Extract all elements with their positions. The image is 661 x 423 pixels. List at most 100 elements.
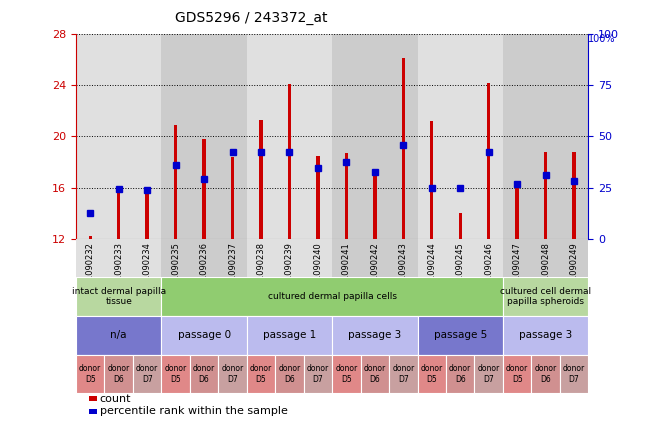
Text: donor
D6: donor D6 xyxy=(108,364,130,384)
Text: GSM1090246: GSM1090246 xyxy=(484,242,493,298)
Text: donor
D6: donor D6 xyxy=(193,364,215,384)
Text: count: count xyxy=(100,394,132,404)
Text: donor
D7: donor D7 xyxy=(477,364,500,384)
Bar xyxy=(332,34,418,239)
Text: GSM1090238: GSM1090238 xyxy=(256,242,266,298)
Text: donor
D5: donor D5 xyxy=(420,364,443,384)
Text: individual: individual xyxy=(0,422,1,423)
Text: donor
D6: donor D6 xyxy=(278,364,301,384)
Text: donor
D6: donor D6 xyxy=(364,364,386,384)
Text: donor
D7: donor D7 xyxy=(563,364,585,384)
Text: donor
D6: donor D6 xyxy=(535,364,557,384)
Bar xyxy=(247,34,332,239)
Bar xyxy=(133,354,161,393)
Bar xyxy=(161,239,247,277)
Text: GSM1090245: GSM1090245 xyxy=(455,242,465,298)
Text: passage 1: passage 1 xyxy=(263,330,316,340)
Text: other: other xyxy=(0,422,1,423)
Bar xyxy=(503,354,531,393)
Bar xyxy=(418,34,503,239)
Text: GSM1090242: GSM1090242 xyxy=(370,242,379,298)
Text: donor
D5: donor D5 xyxy=(250,364,272,384)
Text: GSM1090235: GSM1090235 xyxy=(171,242,180,298)
Text: GSM1090232: GSM1090232 xyxy=(86,242,95,298)
Text: cultured dermal papilla cells: cultured dermal papilla cells xyxy=(268,292,397,301)
Text: donor
D7: donor D7 xyxy=(392,364,414,384)
Bar xyxy=(332,316,418,354)
Bar xyxy=(418,316,503,354)
Text: 100%: 100% xyxy=(588,34,616,44)
Bar xyxy=(446,354,475,393)
Bar xyxy=(344,153,348,239)
Text: donor
D7: donor D7 xyxy=(307,364,329,384)
Bar xyxy=(288,84,291,239)
Text: GSM1090239: GSM1090239 xyxy=(285,242,294,298)
Bar xyxy=(161,316,247,354)
Text: GSM1090236: GSM1090236 xyxy=(200,242,209,298)
Text: donor
D5: donor D5 xyxy=(79,364,101,384)
Text: cell type: cell type xyxy=(0,422,1,423)
Bar xyxy=(430,121,434,239)
Bar xyxy=(218,354,247,393)
Bar xyxy=(503,239,588,277)
Bar xyxy=(503,316,588,354)
Bar xyxy=(516,184,519,239)
Bar xyxy=(275,354,303,393)
Bar xyxy=(389,354,418,393)
Bar xyxy=(332,239,418,277)
Text: GSM1090233: GSM1090233 xyxy=(114,242,123,298)
Bar xyxy=(174,125,177,239)
Text: GDS5296 / 243372_at: GDS5296 / 243372_at xyxy=(175,11,327,25)
Bar xyxy=(503,277,588,316)
Bar xyxy=(373,175,377,239)
Text: GSM1090241: GSM1090241 xyxy=(342,242,351,298)
Bar xyxy=(145,189,149,239)
Bar xyxy=(76,34,161,239)
Bar xyxy=(418,354,446,393)
Bar xyxy=(76,277,161,316)
Bar xyxy=(161,354,190,393)
Text: donor
D5: donor D5 xyxy=(335,364,358,384)
Text: cultured cell dermal
papilla spheroids: cultured cell dermal papilla spheroids xyxy=(500,287,591,306)
Bar xyxy=(475,354,503,393)
Bar xyxy=(259,120,262,239)
Text: donor
D7: donor D7 xyxy=(136,364,158,384)
Text: passage 3: passage 3 xyxy=(519,330,572,340)
Bar xyxy=(316,156,320,239)
Bar xyxy=(544,152,547,239)
Text: GSM1090248: GSM1090248 xyxy=(541,242,550,298)
Text: GSM1090249: GSM1090249 xyxy=(570,242,578,298)
Text: passage 0: passage 0 xyxy=(178,330,231,340)
Text: percentile rank within the sample: percentile rank within the sample xyxy=(100,406,288,416)
Bar xyxy=(76,239,161,277)
Text: GSM1090243: GSM1090243 xyxy=(399,242,408,298)
Text: passage 3: passage 3 xyxy=(348,330,401,340)
Text: donor
D7: donor D7 xyxy=(221,364,244,384)
Bar xyxy=(247,354,275,393)
Bar xyxy=(76,354,104,393)
Bar xyxy=(202,139,206,239)
Bar xyxy=(361,354,389,393)
Text: n/a: n/a xyxy=(110,330,127,340)
Text: donor
D5: donor D5 xyxy=(165,364,187,384)
Bar xyxy=(89,236,92,239)
Bar xyxy=(402,58,405,239)
Bar xyxy=(487,82,490,239)
Bar xyxy=(418,239,503,277)
Text: intact dermal papilla
tissue: intact dermal papilla tissue xyxy=(71,287,166,306)
Bar xyxy=(117,189,120,239)
Bar xyxy=(161,34,247,239)
Bar xyxy=(303,354,332,393)
Text: GSM1090244: GSM1090244 xyxy=(427,242,436,298)
Bar xyxy=(531,354,560,393)
Bar xyxy=(231,157,234,239)
Bar xyxy=(247,316,332,354)
Bar xyxy=(459,213,462,239)
Text: donor
D6: donor D6 xyxy=(449,364,471,384)
Text: passage 5: passage 5 xyxy=(434,330,487,340)
Bar xyxy=(104,354,133,393)
Text: GSM1090237: GSM1090237 xyxy=(228,242,237,298)
Bar xyxy=(161,277,503,316)
Bar xyxy=(332,354,361,393)
Bar xyxy=(190,354,218,393)
